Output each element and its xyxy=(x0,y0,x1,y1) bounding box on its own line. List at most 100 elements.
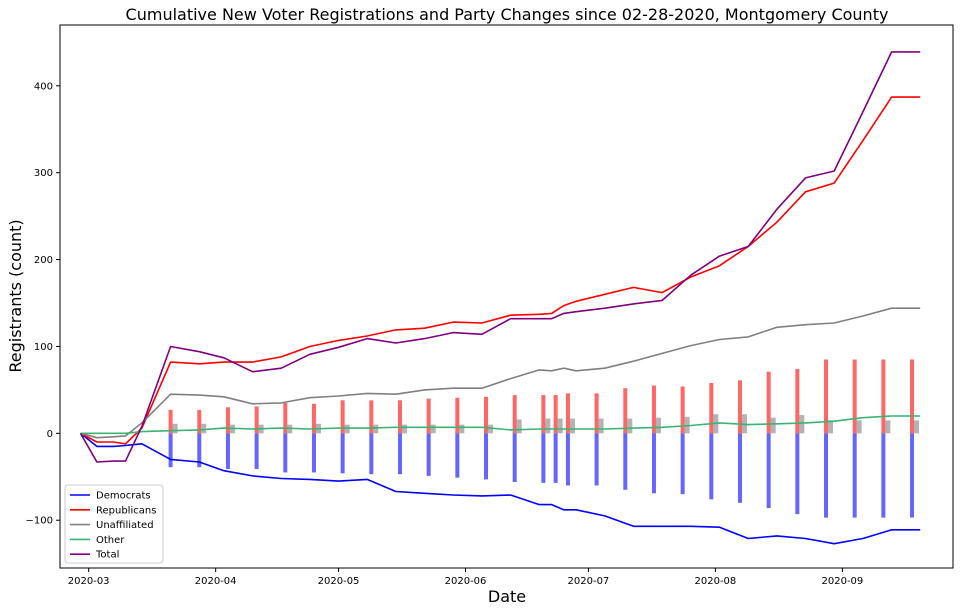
bar-republicans xyxy=(283,402,288,434)
series-line-unaffiliated xyxy=(80,307,921,439)
bar-democrats xyxy=(254,433,259,469)
bar-democrats xyxy=(910,433,915,518)
bar-republicans xyxy=(484,396,489,434)
y-tick-label: 100 xyxy=(34,342,53,353)
bar-republicans xyxy=(254,406,259,434)
bar-republicans xyxy=(852,359,857,434)
bar-democrats xyxy=(565,433,570,486)
bar-democrats xyxy=(824,433,829,518)
bar-democrats xyxy=(766,433,771,509)
bar-unaffiliated xyxy=(344,424,350,434)
y-axis-label: Registrants (count) xyxy=(6,219,25,372)
bar-democrats xyxy=(623,433,628,490)
bar-unaffiliated xyxy=(598,418,604,434)
bar-unaffiliated xyxy=(545,418,551,434)
bar-democrats xyxy=(340,433,345,474)
bar-unaffiliated xyxy=(655,417,661,434)
bar-unaffiliated xyxy=(799,415,805,434)
series-line-republicans xyxy=(80,96,921,445)
bar-democrats xyxy=(397,433,402,475)
series-line-total xyxy=(79,51,921,463)
bar-democrats xyxy=(197,433,202,468)
legend-label-other: Other xyxy=(96,535,125,546)
bar-unaffiliated xyxy=(401,424,407,434)
bar-republicans xyxy=(795,369,800,434)
bar-republicans xyxy=(397,400,402,434)
bar-republicans xyxy=(766,371,771,434)
bar-democrats xyxy=(541,433,546,483)
bar-unaffiliated xyxy=(459,424,465,434)
bar-republicans xyxy=(426,398,431,434)
bar-republicans xyxy=(369,400,374,434)
x-tick-label: 2020-09 xyxy=(822,576,864,587)
bar-republicans xyxy=(553,395,558,434)
bar-republicans xyxy=(680,386,685,434)
x-tick-label: 2020-07 xyxy=(568,576,610,587)
bar-republicans xyxy=(623,388,628,434)
plot-frame xyxy=(59,24,954,569)
bar-democrats xyxy=(553,433,558,483)
bar-republicans xyxy=(910,359,915,434)
bar-unaffiliated xyxy=(201,423,207,434)
bar-democrats xyxy=(512,433,517,482)
bar-republicans xyxy=(709,382,714,434)
bar-unaffiliated xyxy=(516,419,522,434)
bar-unaffiliated xyxy=(770,417,776,434)
bar-republicans xyxy=(225,407,230,434)
bar-unaffiliated xyxy=(627,418,633,434)
bar-unaffiliated xyxy=(569,418,575,434)
bar-republicans xyxy=(168,409,173,434)
y-axis-ticks: −100 0 100 200 300 400 xyxy=(26,81,60,527)
bar-unaffiliated xyxy=(488,424,494,434)
bar-unaffiliated xyxy=(373,424,379,434)
bar-democrats xyxy=(484,433,489,480)
bar-democrats xyxy=(311,433,316,473)
x-tick-label: 2020-08 xyxy=(695,576,737,587)
bar-unaffiliated xyxy=(828,420,834,434)
y-tick-label: 200 xyxy=(34,255,53,266)
bar-republicans xyxy=(565,393,570,434)
lines-layer xyxy=(79,51,921,545)
x-tick-label: 2020-05 xyxy=(318,576,360,587)
y-tick-label: 300 xyxy=(34,168,53,179)
bar-republicans xyxy=(737,380,742,434)
bar-republicans xyxy=(824,359,829,434)
x-tick-label: 2020-06 xyxy=(445,576,487,587)
bar-democrats xyxy=(455,433,460,478)
legend-label-unaffiliated: Unaffiliated xyxy=(96,520,154,531)
bar-unaffiliated xyxy=(914,420,920,434)
legend-label-republicans: Republicans xyxy=(96,505,156,516)
bar-republicans xyxy=(651,385,656,434)
y-tick-label: −100 xyxy=(26,516,53,527)
legend: Democrats Republicans Unaffiliated Other Tot… xyxy=(64,484,164,564)
bar-unaffiliated xyxy=(430,424,436,434)
bar-democrats xyxy=(651,433,656,494)
bar-democrats xyxy=(225,433,230,469)
y-tick-label: 400 xyxy=(34,81,53,92)
bar-unaffiliated xyxy=(557,418,563,434)
bar-democrats xyxy=(369,433,374,475)
bar-republicans xyxy=(881,359,886,434)
bar-democrats xyxy=(852,433,857,518)
bar-democrats xyxy=(594,433,599,486)
bar-democrats xyxy=(881,433,886,518)
x-tick-label: 2020-03 xyxy=(68,576,110,587)
y-tick-label: 0 xyxy=(47,429,53,440)
chart-title: Cumulative New Voter Registrations and P… xyxy=(126,5,889,24)
bar-republicans xyxy=(512,395,517,434)
bar-democrats xyxy=(680,433,685,495)
legend-label-democrats: Democrats xyxy=(96,491,151,502)
bar-republicans xyxy=(594,393,599,434)
bar-republicans xyxy=(197,409,202,434)
bar-republicans xyxy=(455,397,460,434)
bar-unaffiliated xyxy=(172,423,178,434)
bar-democrats xyxy=(283,433,288,473)
bar-unaffiliated xyxy=(856,420,862,434)
bar-democrats xyxy=(168,433,173,468)
bar-republicans xyxy=(311,403,316,434)
series-line-democrats xyxy=(80,432,921,545)
x-axis-ticks: 2020-03 2020-04 2020-05 2020-06 2020-07 2020-… xyxy=(68,568,864,587)
legend-label-total: Total xyxy=(95,550,119,561)
bar-democrats xyxy=(709,433,714,500)
